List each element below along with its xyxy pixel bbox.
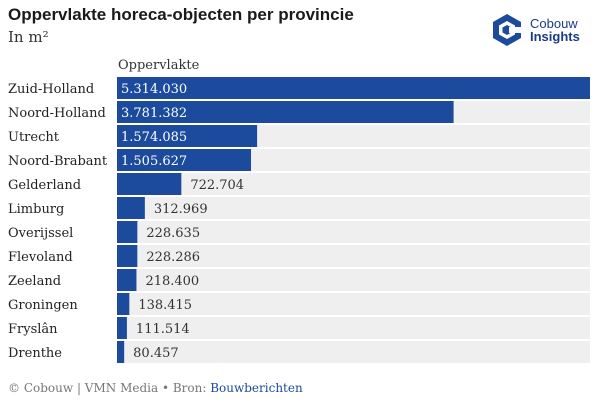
category-label: Drenthe (8, 346, 62, 361)
value-label: 3.781.382 (121, 106, 187, 121)
bar[interactable] (117, 317, 127, 339)
bar-track (117, 341, 590, 363)
bar[interactable] (117, 245, 138, 267)
category-label: Utrecht (8, 130, 60, 145)
bar-track (117, 173, 590, 195)
footer: © Cobouw | VMN Media • Bron: Bouwbericht… (8, 381, 303, 395)
bar-track (117, 197, 590, 219)
value-label: 228.635 (146, 226, 200, 241)
footer-copyright: © Cobouw | VMN Media • Bron: (8, 381, 211, 395)
bar[interactable] (117, 269, 137, 291)
footer-source-link[interactable]: Bouwberichten (210, 381, 303, 395)
value-label: 228.286 (146, 250, 200, 265)
value-label: 111.514 (136, 322, 190, 337)
value-label: 5.314.030 (121, 82, 187, 97)
bar-chart: Zuid-Holland 5.314.030 Noord-Holland 3.781.… (8, 77, 590, 363)
category-label: Fryslân (8, 322, 58, 337)
bar[interactable] (117, 77, 590, 99)
bar[interactable] (117, 149, 252, 171)
category-label: Noord-Brabant (8, 154, 108, 169)
bar[interactable] (117, 101, 454, 123)
chart-title: Oppervlakte horeca-objecten per provinci… (8, 5, 354, 24)
cobouw-logo-icon (493, 14, 522, 46)
bar[interactable] (117, 125, 258, 147)
value-label: 138.415 (138, 298, 192, 313)
value-label: 218.400 (145, 274, 199, 289)
category-label: Zuid-Holland (8, 82, 94, 97)
category-label: Flevoland (8, 250, 73, 265)
bar[interactable] (117, 341, 125, 363)
value-label: 80.457 (133, 346, 179, 361)
category-label: Noord-Holland (8, 106, 106, 121)
bar[interactable] (117, 197, 145, 219)
value-label: 1.505.627 (121, 154, 187, 169)
value-label: 1.574.085 (121, 130, 187, 145)
bar-track (117, 245, 590, 267)
bar[interactable] (117, 173, 182, 195)
value-label: 722.704 (190, 178, 244, 193)
logo-line-1: Cobouw (530, 16, 578, 31)
category-label: Limburg (8, 202, 64, 217)
category-label: Gelderland (8, 178, 81, 193)
cobouw-insights-logo[interactable]: Cobouw Insights (490, 13, 598, 47)
value-label: 312.969 (154, 202, 208, 217)
bar-track (117, 269, 590, 291)
logo-line-2: Insights (530, 29, 580, 44)
bar-track (117, 293, 590, 315)
bar-track (117, 221, 590, 243)
category-label: Groningen (8, 298, 78, 313)
bar-track (117, 317, 590, 339)
column-header: Oppervlakte (118, 58, 200, 73)
category-label: Overijssel (8, 226, 73, 241)
category-label: Zeeland (8, 274, 61, 289)
bar[interactable] (117, 221, 138, 243)
chart-subtitle: In m² (8, 28, 49, 46)
bar[interactable] (117, 293, 130, 315)
